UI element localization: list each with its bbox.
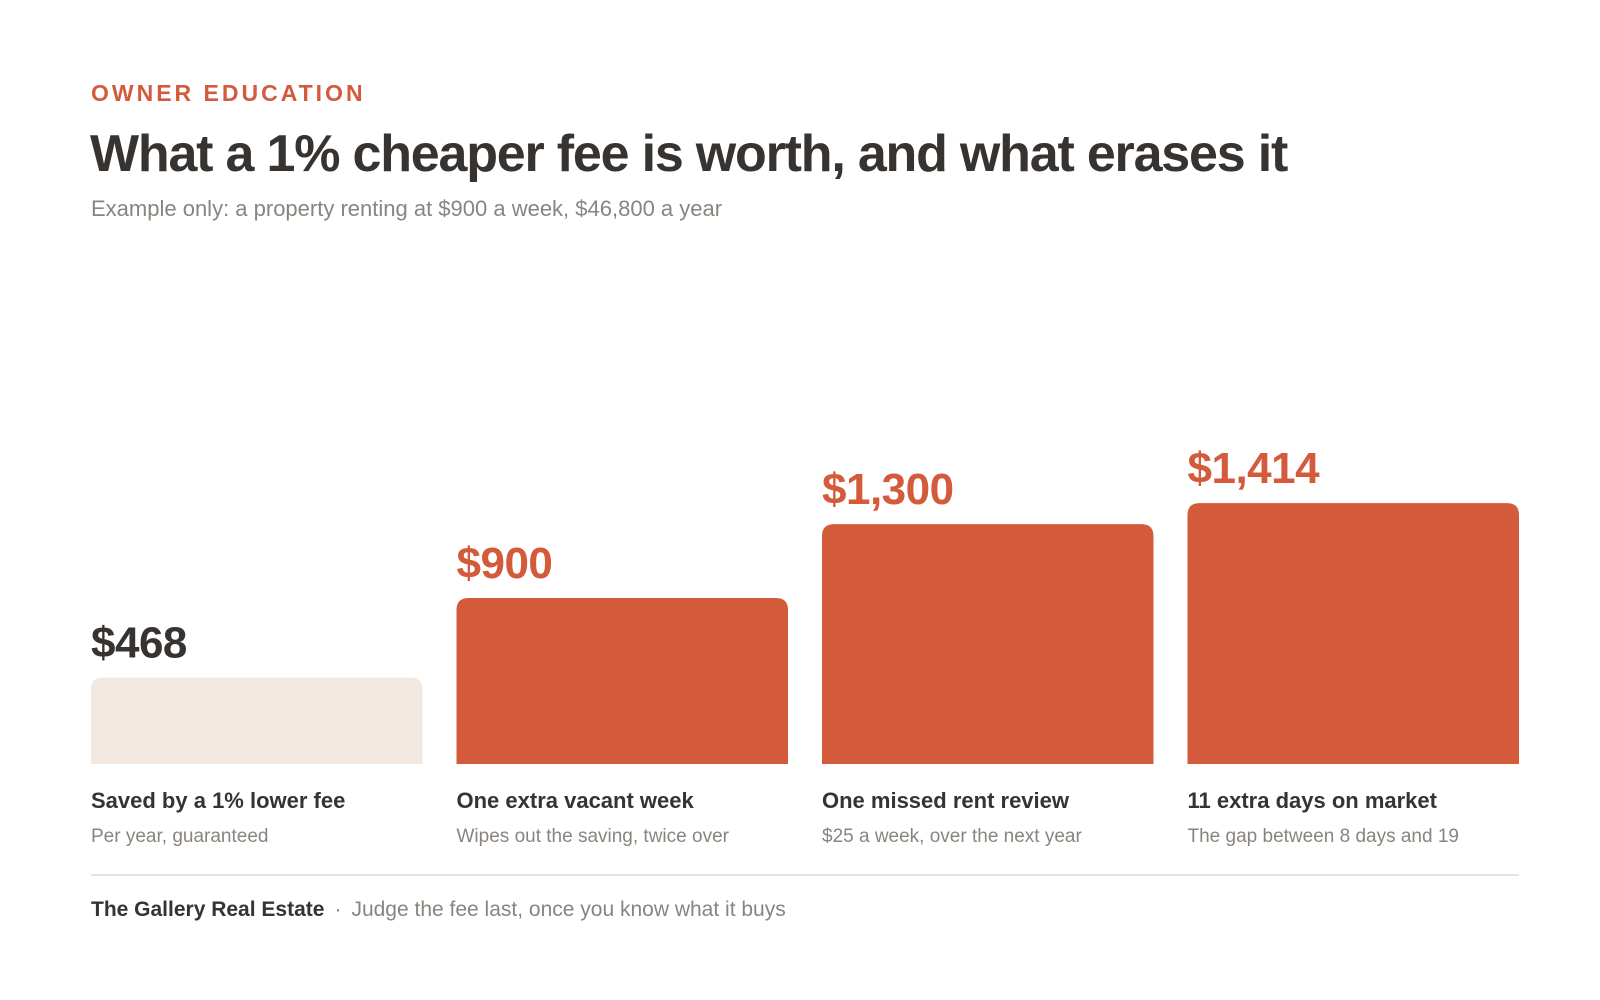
bar-value-label-4: $1,414: [1188, 444, 1321, 493]
chart-title: What a 1% cheaper fee is worth, and what…: [90, 125, 1288, 183]
category-sublabel-4: The gap between 8 days and 19: [1188, 826, 1459, 847]
bar-value-label-2: $900: [457, 539, 553, 588]
category-sublabel-1: Per year, guaranteed: [91, 826, 268, 847]
chart-subtitle: Example only: a property renting at $900…: [91, 196, 723, 221]
bar-value-label-1: $468: [91, 619, 187, 668]
footer-separator: ·: [334, 898, 342, 921]
category-label-2: One extra vacant week: [457, 788, 695, 813]
footer-divider: [91, 874, 1519, 876]
category-label-4: 11 extra days on market: [1188, 788, 1438, 813]
eyebrow-label: OWNER EDUCATION: [91, 80, 366, 106]
bar-chart: $468 Saved by a 1% lower fee Per year, gua…: [91, 400, 1519, 850]
footer-tagline: Judge the fee last, once you know what i…: [351, 898, 786, 921]
category-label-1: Saved by a 1% lower fee: [91, 788, 345, 813]
bar-3: [822, 524, 1154, 764]
bar-2: [456, 597, 788, 764]
category-sublabel-3: $25 a week, over the next year: [822, 826, 1082, 847]
bar-chart-svg: $468 Saved by a 1% lower fee Per year, gua…: [91, 444, 1519, 847]
footer: The Gallery Real Estate · Judge the fee la…: [91, 898, 786, 922]
category-sublabel-2: Wipes out the saving, twice over: [457, 826, 730, 847]
bar-1: [91, 677, 423, 764]
bar-4: [1187, 503, 1519, 764]
category-label-3: One missed rent review: [822, 788, 1070, 813]
bar-value-label-3: $1,300: [822, 465, 954, 514]
footer-brand: The Gallery Real Estate: [91, 898, 325, 921]
